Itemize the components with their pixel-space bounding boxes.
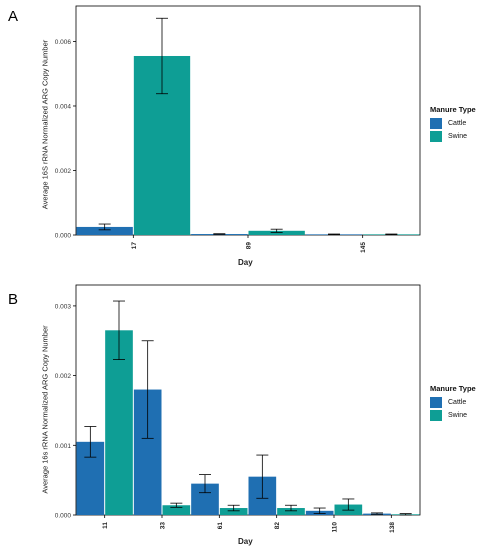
panel-b-legend: Manure Type Cattle Swine xyxy=(430,384,476,422)
x-tick-label: 11 xyxy=(102,522,109,529)
legend-title: Manure Type xyxy=(430,105,476,114)
bar-swine xyxy=(105,330,133,515)
x-tick-label: 33 xyxy=(160,522,167,530)
legend-item-swine: Swine xyxy=(430,409,476,422)
bar-cattle xyxy=(76,226,133,235)
legend-item-cattle: Cattle xyxy=(430,396,476,409)
panel-b-letter: B xyxy=(8,291,19,308)
y-tick-label: 0.006 xyxy=(55,39,72,46)
y-tick-label: 0.002 xyxy=(55,168,72,175)
cattle-swatch xyxy=(430,118,442,129)
panel-a-letter: A xyxy=(8,8,19,25)
legend-label: Swine xyxy=(448,412,468,419)
panel-a-xlabel: Day xyxy=(238,258,253,267)
legend-label: Cattle xyxy=(448,120,467,127)
bar-swine xyxy=(162,505,191,515)
y-tick-label: 0.002 xyxy=(55,373,72,380)
panel-b-xlabel: Day xyxy=(238,537,253,546)
x-tick-label: 145 xyxy=(360,242,367,253)
y-tick-label: 0.000 xyxy=(55,513,72,520)
x-tick-label: 61 xyxy=(217,522,224,530)
x-tick-label: 89 xyxy=(246,242,253,250)
cattle-swatch xyxy=(430,397,442,408)
panel-a-legend: Manure Type Cattle Swine xyxy=(430,105,476,143)
x-tick-label: 138 xyxy=(389,522,396,533)
legend-title: Manure Type xyxy=(430,384,476,393)
bar-swine xyxy=(277,508,305,515)
x-tick-label: 17 xyxy=(131,242,138,250)
legend-item-swine: Swine xyxy=(430,130,476,143)
swine-swatch xyxy=(430,410,442,421)
bar-swine xyxy=(219,508,248,515)
swine-swatch xyxy=(430,131,442,142)
x-tick-label: 82 xyxy=(274,522,281,530)
legend-label: Cattle xyxy=(448,399,467,406)
plot-frame xyxy=(75,5,421,236)
x-tick-label: 110 xyxy=(332,522,339,533)
y-tick-label: 0.004 xyxy=(55,103,72,110)
legend-label: Swine xyxy=(448,133,468,140)
y-tick-label: 0.001 xyxy=(55,443,72,450)
y-tick-label: 0.003 xyxy=(55,303,72,310)
y-tick-label: 0.000 xyxy=(55,233,72,240)
bar-swine xyxy=(248,230,305,235)
legend-item-cattle: Cattle xyxy=(430,117,476,130)
plot-frame xyxy=(75,284,421,516)
